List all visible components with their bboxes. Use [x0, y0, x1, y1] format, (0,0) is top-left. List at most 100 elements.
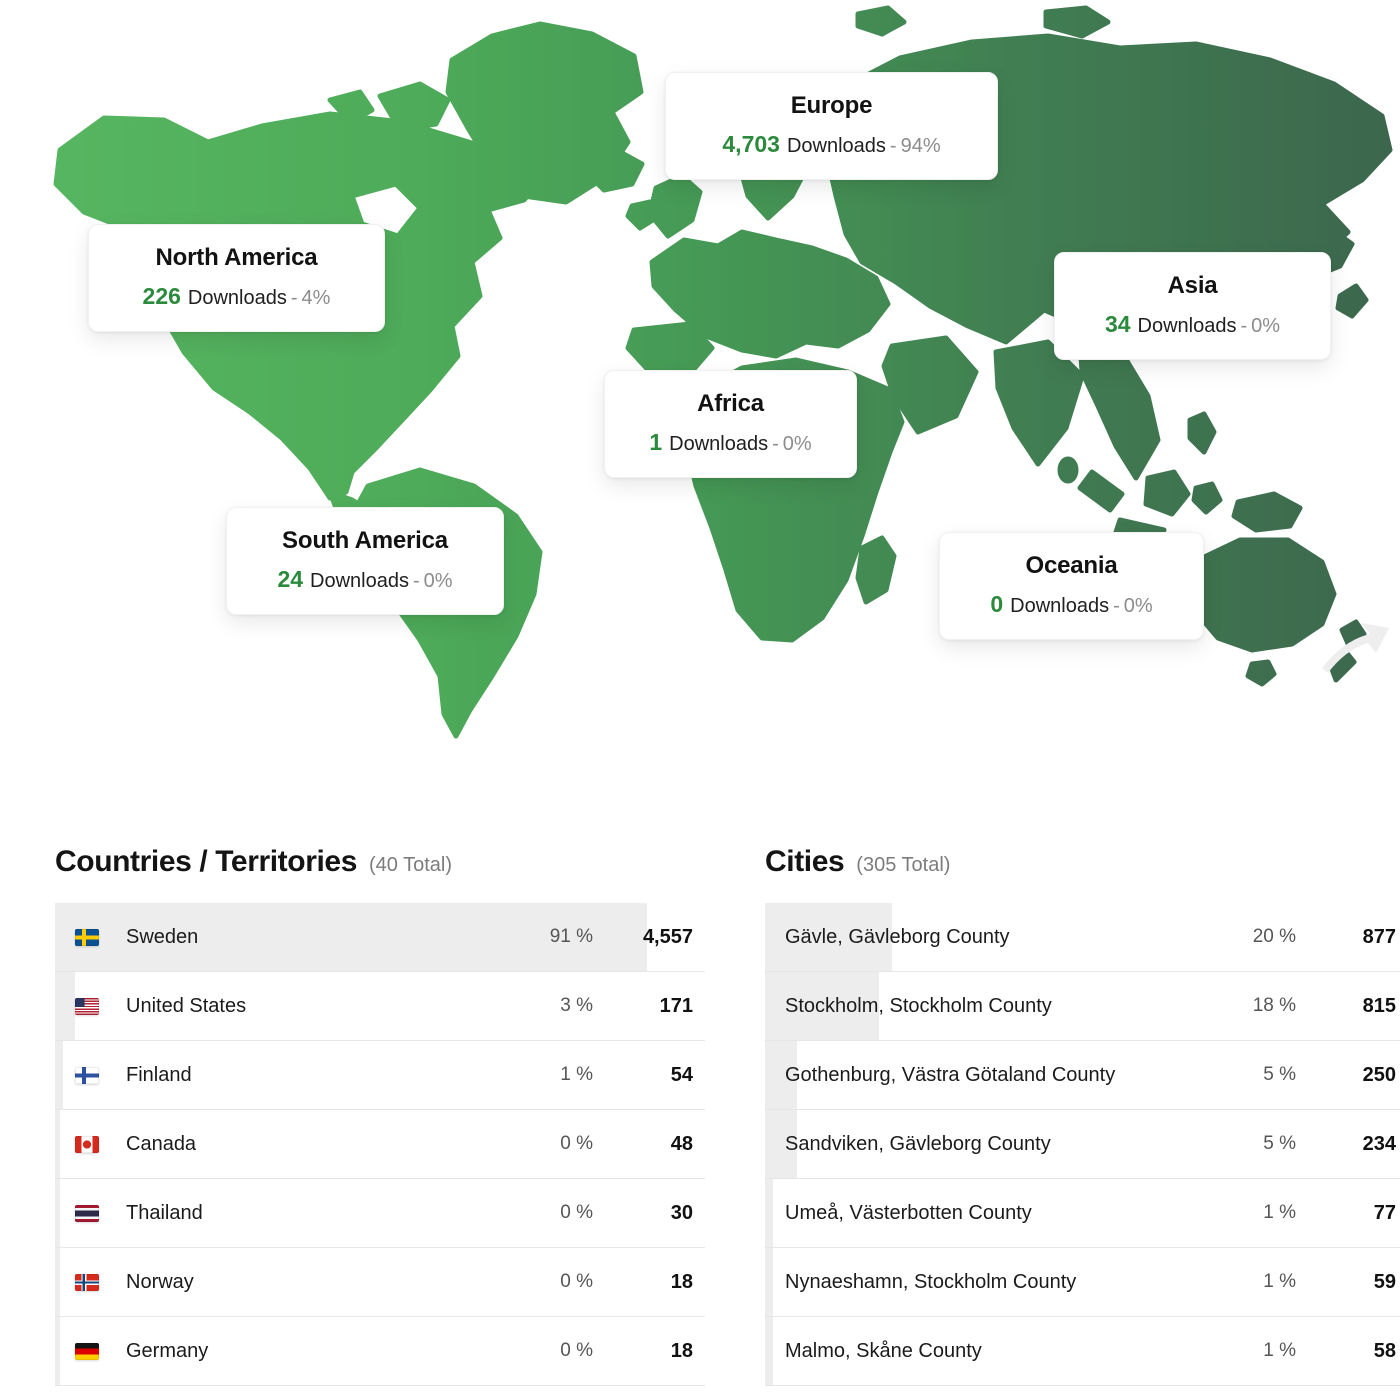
city-downloads: 250: [1362, 1063, 1396, 1086]
region-downloads: 24: [277, 566, 304, 592]
country-flag-icon: [75, 997, 99, 1015]
region-name: Asia: [1167, 272, 1218, 299]
region-percent: 4%: [301, 287, 331, 309]
country-percent: 0 %: [560, 1271, 593, 1292]
country-percent: 0 %: [560, 1202, 593, 1223]
map-sulawesi[interactable]: [1191, 481, 1223, 515]
cities-title: Cities: [765, 845, 845, 878]
city-percent: 18 %: [1252, 995, 1296, 1016]
map-borneo[interactable]: [1143, 469, 1191, 517]
map-india[interactable]: [993, 339, 1085, 467]
region-name: Europe: [790, 92, 873, 119]
map-arabia[interactable]: [881, 335, 979, 435]
country-flag-icon: [75, 1135, 99, 1153]
map-united-kingdom[interactable]: [647, 173, 703, 239]
city-percent: 20 %: [1252, 926, 1296, 947]
region-name: Oceania: [1025, 552, 1118, 579]
country-row[interactable]: Finland 1 % 54: [55, 1041, 705, 1110]
map-tasmania[interactable]: [1245, 659, 1277, 687]
city-row[interactable]: Nynaeshamn, Stockholm County 1 % 59: [765, 1248, 1400, 1317]
region-stat: 24 Downloads -0%: [277, 566, 453, 592]
city-name: Stockholm, Stockholm County: [785, 994, 1052, 1017]
region-card-asia: Asia 34 Downloads -0%: [1054, 252, 1331, 360]
cities-table: Cities (305 Total) Gävle, Gävleborg Coun…: [765, 845, 1400, 1386]
map-baffin-island[interactable]: [377, 81, 451, 133]
map-new-zealand-north[interactable]: [1339, 619, 1367, 651]
city-percent: 1 %: [1263, 1202, 1296, 1223]
map-philippines[interactable]: [1187, 411, 1217, 455]
map-new-guinea[interactable]: [1231, 491, 1303, 533]
city-downloads: 815: [1362, 994, 1396, 1017]
country-name: Norway: [126, 1270, 194, 1293]
countries-rows: Sweden 91 % 4,557 United States 3 % 171 …: [55, 903, 705, 1386]
map-iberia[interactable]: [625, 321, 715, 379]
city-downloads: 77: [1373, 1201, 1396, 1224]
world-map-section: North America 226 Downloads -4% South Amer…: [53, 5, 1393, 739]
country-row[interactable]: Sweden 91 % 4,557: [55, 903, 705, 972]
country-downloads: 18: [670, 1270, 693, 1293]
percent-bar: [765, 903, 892, 971]
country-row[interactable]: Norway 0 % 18: [55, 1248, 705, 1317]
country-name: Sweden: [126, 925, 199, 948]
city-row[interactable]: Umeå, Västerbotten County 1 % 77: [765, 1179, 1400, 1248]
countries-table: Countries / Territories (40 Total) Swede…: [55, 845, 705, 1386]
city-row[interactable]: Gävle, Gävleborg County 20 % 877: [765, 903, 1400, 972]
map-indochina[interactable]: [1077, 337, 1161, 481]
map-iceland[interactable]: [585, 149, 645, 193]
city-downloads: 58: [1373, 1339, 1396, 1362]
region-downloads: 226: [142, 283, 181, 309]
region-downloads: 34: [1104, 311, 1131, 337]
countries-title: Countries / Territories: [55, 845, 357, 878]
city-row[interactable]: Gothenburg, Västra Götaland County 5 % 2…: [765, 1041, 1400, 1110]
country-row[interactable]: Germany 0 % 18: [55, 1317, 705, 1386]
region-card-north-america: North America 226 Downloads -4%: [88, 224, 385, 332]
countries-total-count: (40 Total): [368, 854, 452, 876]
percent-bar: [765, 1317, 773, 1385]
city-name: Umeå, Västerbotten County: [785, 1201, 1032, 1224]
country-percent: 0 %: [560, 1340, 593, 1361]
country-percent: 1 %: [560, 1064, 593, 1085]
city-row[interactable]: Stockholm, Stockholm County 18 % 815: [765, 972, 1400, 1041]
city-name: Gothenburg, Västra Götaland County: [785, 1063, 1116, 1086]
map-europe[interactable]: [649, 229, 891, 359]
percent-bar: [765, 972, 880, 1040]
region-percent: 94%: [900, 135, 941, 157]
percent-bar: [765, 1110, 797, 1178]
city-downloads: 59: [1373, 1270, 1396, 1293]
region-stat: 226 Downloads -4%: [142, 283, 331, 309]
map-ireland[interactable]: [625, 199, 659, 231]
region-percent: 0%: [423, 570, 453, 592]
country-downloads: 30: [670, 1201, 693, 1224]
country-name: United States: [126, 994, 247, 1017]
region-downloads: 1: [649, 429, 663, 455]
map-australia[interactable]: [1187, 537, 1337, 653]
cities-total-count: (305 Total): [856, 854, 951, 876]
region-name: South America: [282, 527, 448, 554]
country-percent: 3 %: [560, 995, 593, 1016]
country-flag-icon: [75, 1273, 99, 1291]
map-sri-lanka[interactable]: [1057, 456, 1079, 484]
country-row[interactable]: Thailand 0 % 30: [55, 1179, 705, 1248]
percent-bar: [55, 1179, 61, 1247]
city-name: Nynaeshamn, Stockholm County: [785, 1270, 1077, 1293]
country-row[interactable]: Canada 0 % 48: [55, 1110, 705, 1179]
region-card-europe: Europe 4,703 Downloads -94%: [665, 72, 998, 180]
stats-tables: Countries / Territories (40 Total) Swede…: [55, 845, 1400, 1386]
region-percent: 0%: [1251, 315, 1281, 337]
map-japan-south[interactable]: [1335, 283, 1369, 319]
map-sumatra[interactable]: [1077, 469, 1125, 513]
region-card-africa: Africa 1 Downloads -0%: [604, 370, 857, 478]
country-row[interactable]: United States 3 % 171: [55, 972, 705, 1041]
cities-rows: Gävle, Gävleborg County 20 % 877 Stockho…: [765, 903, 1400, 1386]
country-downloads: 171: [659, 994, 693, 1017]
city-name: Gävle, Gävleborg County: [785, 925, 1010, 948]
country-name: Canada: [126, 1132, 197, 1155]
city-row[interactable]: Sandviken, Gävleborg County 5 % 234: [765, 1110, 1400, 1179]
city-percent: 5 %: [1263, 1064, 1296, 1085]
map-svalbard[interactable]: [855, 5, 907, 37]
city-row[interactable]: Malmo, Skåne County 1 % 58: [765, 1317, 1400, 1386]
map-madagascar[interactable]: [855, 535, 897, 605]
map-arctic-islands[interactable]: [1043, 5, 1111, 39]
map-victoria-island[interactable]: [327, 89, 375, 125]
city-percent: 5 %: [1263, 1133, 1296, 1154]
